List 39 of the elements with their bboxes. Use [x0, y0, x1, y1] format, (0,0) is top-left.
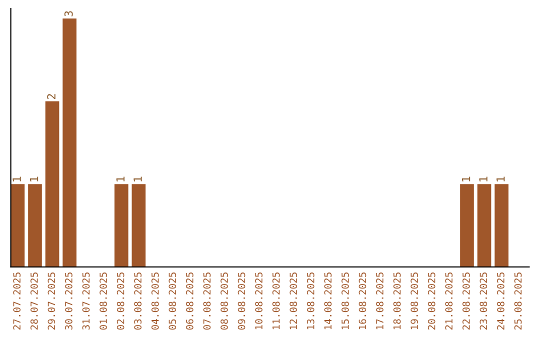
x-tick-label: 22.08.2025	[462, 272, 470, 330]
data-label: 3	[64, 11, 73, 16]
data-label: 2	[47, 94, 56, 100]
x-tick-label: 01.08.2025	[100, 272, 107, 330]
x-tick-label: 15.08.2025	[342, 272, 349, 330]
x-tick-label: 19.08.2025	[410, 272, 418, 330]
x-tick-label: 09.08.2025	[238, 272, 246, 330]
x-tick-label: 29.07.2025	[48, 272, 56, 330]
x-tick-label: 06.08.2025	[186, 272, 194, 330]
x-tick-label: 17.08.2025	[376, 272, 384, 330]
x-tick-label: 18.08.2025	[393, 272, 401, 330]
x-tick-label: 13.08.2025	[306, 272, 314, 330]
x-tick-label: 08.08.2025	[220, 272, 228, 330]
data-label: 1	[12, 176, 21, 182]
data-label: 1	[116, 176, 124, 182]
x-tick-label: 03.08.2025	[134, 272, 142, 330]
data-label: 1	[30, 176, 38, 182]
data-label: 1	[496, 176, 505, 182]
x-tick-label: 23.08.2025	[480, 272, 488, 330]
x-tick-label: 16.08.2025	[358, 272, 366, 330]
x-tick-label: 31.07.2025	[82, 272, 90, 330]
data-label: 1	[462, 176, 470, 182]
x-tick-label: 30.07.2025	[65, 272, 72, 330]
x-tick-label: 02.08.2025	[116, 272, 124, 330]
data-label: 1	[479, 176, 488, 182]
x-tick-label: 25.08.2025	[514, 272, 522, 330]
x-tick-label: 27.07.2025	[13, 272, 21, 330]
x-tick-label: 21.08.2025	[445, 272, 453, 330]
x-tick-label: 24.08.2025	[497, 272, 504, 330]
x-tick-label: 07.08.2025	[203, 272, 211, 330]
x-tick-label: 20.08.2025	[428, 272, 436, 330]
data-label: 1	[134, 176, 142, 182]
x-tick-label: 10.08.2025	[255, 272, 262, 330]
x-tick-label: 05.08.2025	[168, 272, 176, 330]
x-tick-label: 14.08.2025	[324, 272, 332, 330]
x-tick-label: 28.07.2025	[30, 272, 38, 330]
x-tick-label: 11.08.2025	[272, 272, 280, 330]
x-tick-label: 12.08.2025	[290, 272, 298, 330]
x-tick-label: 04.08.2025	[151, 272, 159, 330]
